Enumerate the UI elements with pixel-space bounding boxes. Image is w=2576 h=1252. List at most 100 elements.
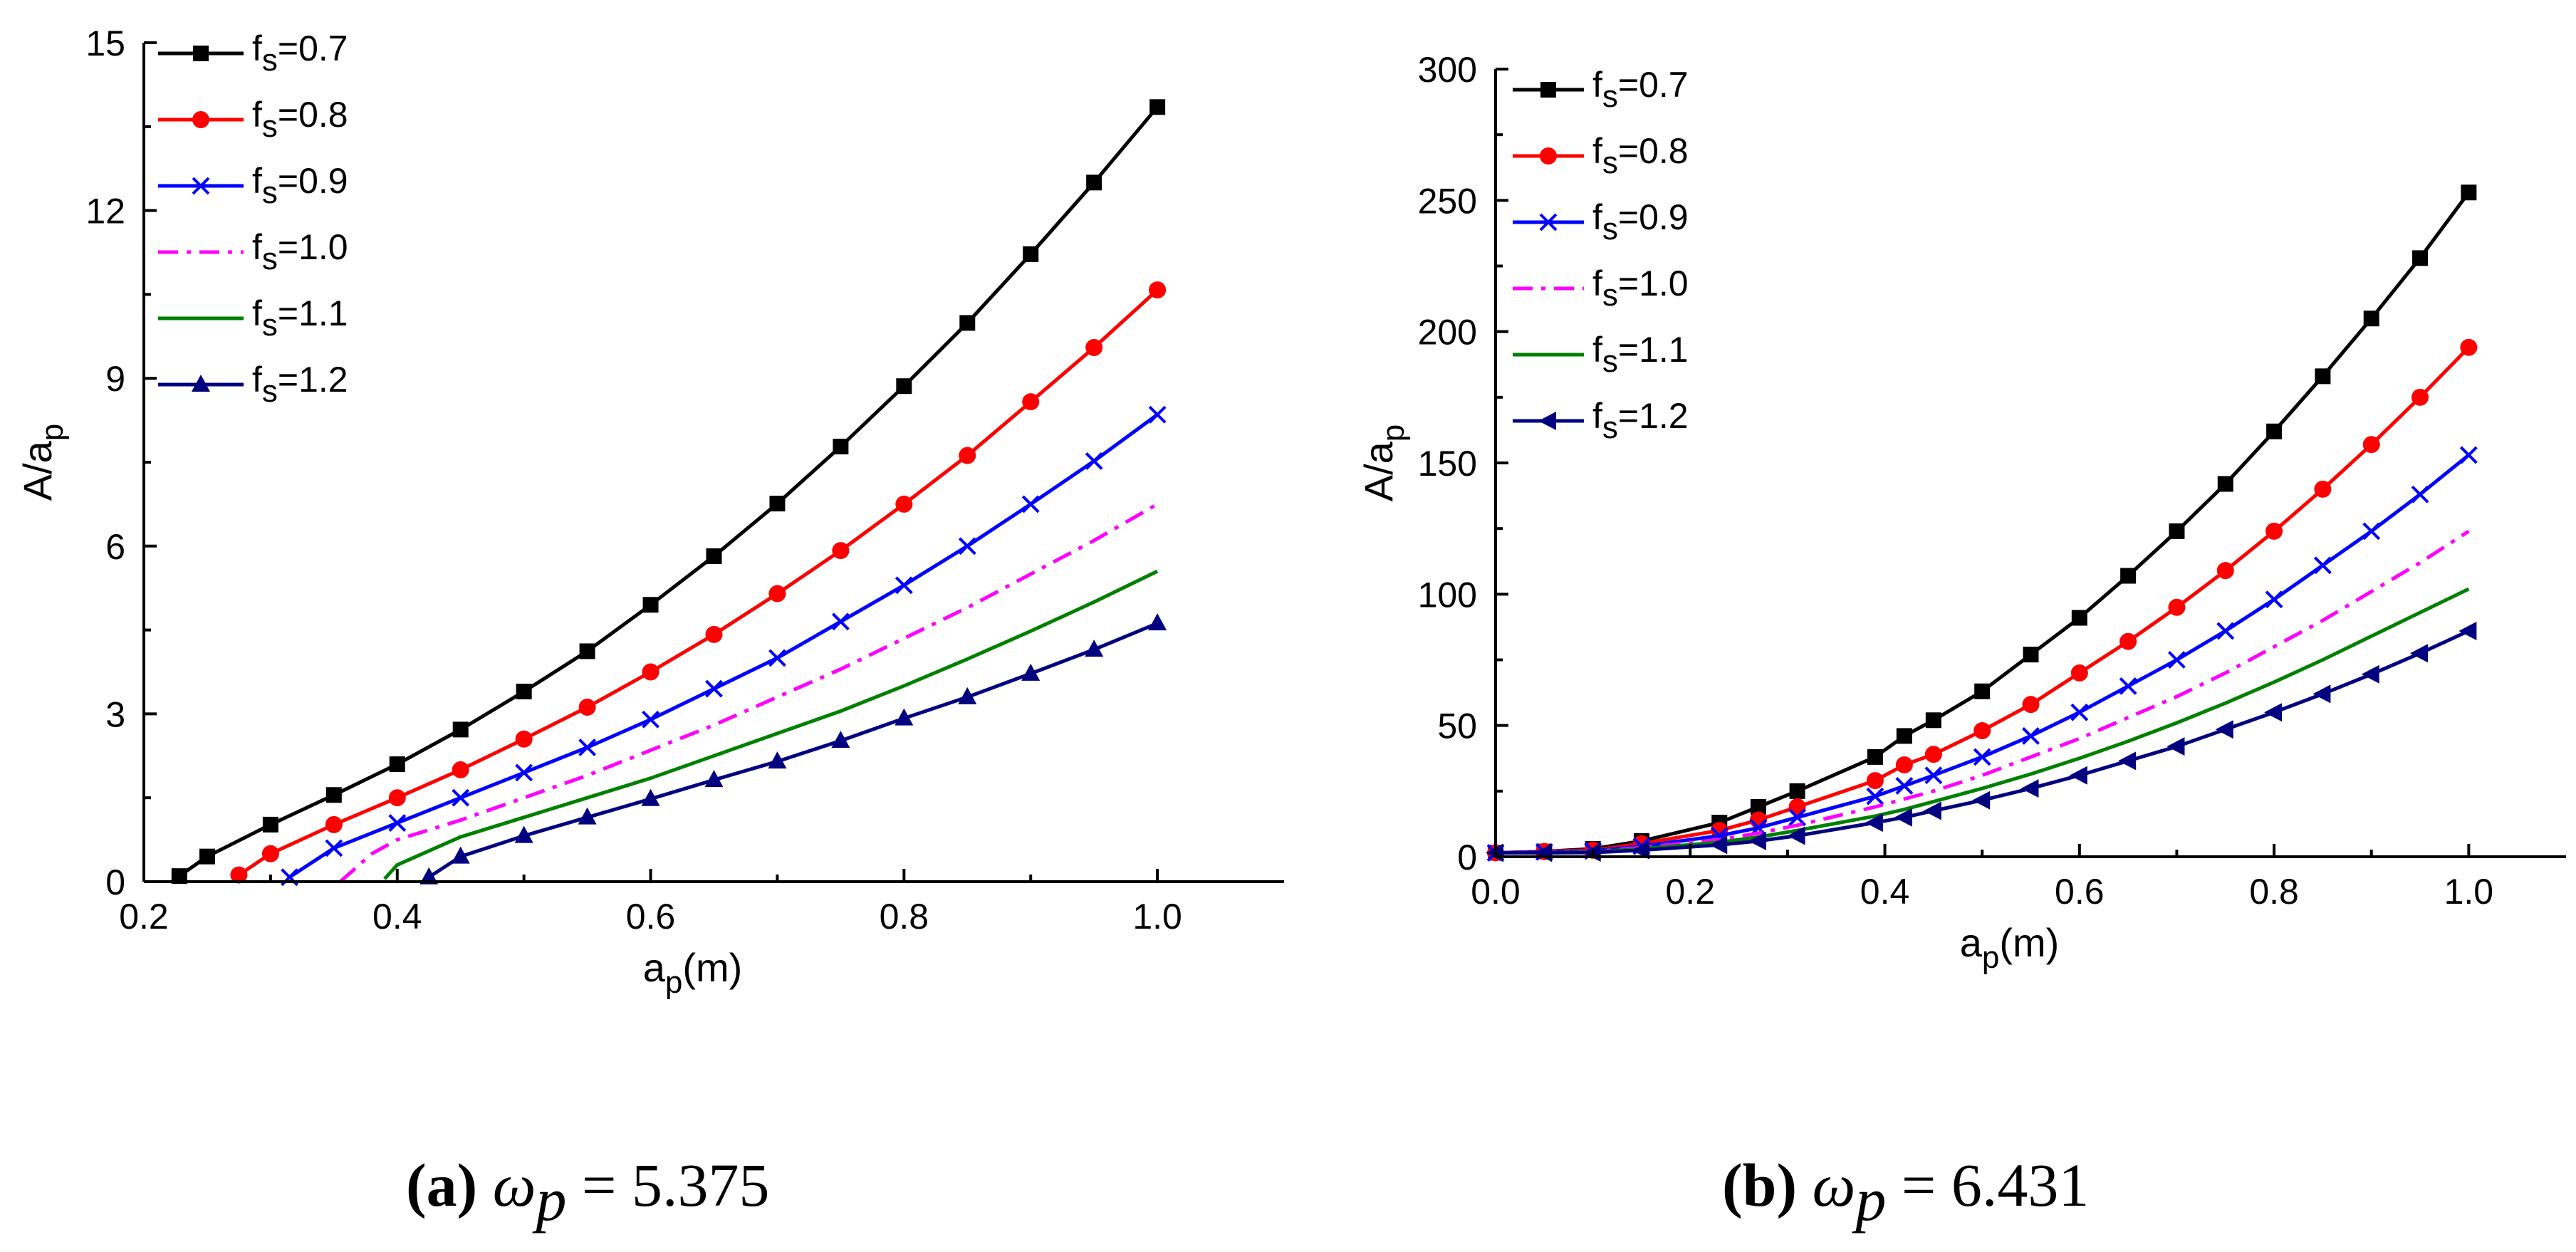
data-point <box>578 807 597 825</box>
legend-item: fs=1.0 <box>1513 264 1689 313</box>
data-point <box>641 788 660 806</box>
data-point <box>704 770 724 788</box>
series-line <box>1496 587 2470 855</box>
y-tick-label: 6 <box>105 527 125 567</box>
legend-item: fs=1.1 <box>158 293 348 343</box>
legend-marker <box>1540 147 1557 165</box>
data-point <box>2265 522 2283 540</box>
y-tick-label: 50 <box>1437 706 1477 746</box>
data-point <box>2069 766 2087 785</box>
y-tick-label: 3 <box>105 694 125 734</box>
data-point <box>1021 663 1041 681</box>
data-point <box>230 866 248 884</box>
data-point <box>2071 610 2087 626</box>
data-point <box>325 839 343 857</box>
data-point <box>262 816 278 833</box>
x-tick-label: 0.2 <box>119 897 169 937</box>
data-point <box>1894 808 1912 827</box>
data-point <box>1149 99 1166 115</box>
data-point <box>1750 798 1766 815</box>
y-tick-label: 0 <box>105 862 125 902</box>
y-tick-label: 250 <box>1418 181 1477 221</box>
legend-item: fs=0.8 <box>1513 131 1689 180</box>
data-point <box>1787 826 1805 845</box>
legend-item: fs=0.9 <box>1513 197 1689 246</box>
data-point <box>832 542 850 560</box>
series-a-3 <box>339 502 1159 883</box>
data-point <box>2265 590 2283 609</box>
data-point <box>2022 696 2040 714</box>
series-a-2 <box>281 405 1167 887</box>
data-point <box>171 868 187 885</box>
legend-marker <box>192 177 210 195</box>
data-point <box>705 679 723 698</box>
y-tick-label: 150 <box>1418 444 1477 484</box>
data-point <box>895 708 914 726</box>
data-point <box>515 763 533 782</box>
series-b-4 <box>1496 587 2470 855</box>
data-point <box>642 663 659 681</box>
legend-label: fs=1.1 <box>252 293 348 343</box>
data-point <box>2460 338 2478 356</box>
data-point <box>768 649 786 667</box>
data-point <box>1895 777 1914 795</box>
data-point <box>451 846 470 864</box>
data-point <box>1085 640 1104 657</box>
legend-marker <box>192 111 209 128</box>
data-point <box>1789 783 1805 799</box>
series-line <box>427 621 1159 879</box>
data-point <box>2312 684 2331 704</box>
data-point <box>2119 632 2137 650</box>
data-point <box>642 710 659 729</box>
data-point <box>2410 644 2429 663</box>
legend-label: fs=0.9 <box>1592 197 1689 246</box>
x-axis-title: ap(m) <box>1960 920 2060 975</box>
data-point <box>419 867 439 885</box>
data-point <box>389 756 405 773</box>
data-point <box>2022 726 2040 745</box>
data-point <box>1086 174 1102 191</box>
series-line <box>238 288 1159 877</box>
data-point <box>1022 393 1040 411</box>
data-point <box>1866 772 1884 790</box>
x-tick-label: 0.8 <box>880 897 929 937</box>
legend-item: fs=0.9 <box>158 161 348 210</box>
legend-item: fs=1.2 <box>1513 396 1689 445</box>
data-point <box>895 576 913 595</box>
series-b-5 <box>1486 621 2477 862</box>
data-point <box>325 815 343 833</box>
data-point <box>2362 436 2380 454</box>
data-point <box>1748 831 1766 850</box>
data-point <box>959 315 976 331</box>
legend-label: fs=1.2 <box>252 360 348 409</box>
legend-label: fs=0.8 <box>1592 131 1689 180</box>
data-point <box>958 537 976 555</box>
data-point <box>2315 368 2331 385</box>
data-point <box>2216 622 2235 640</box>
series-line <box>1496 629 2470 855</box>
data-point <box>958 687 977 704</box>
legend-marker <box>1540 82 1556 98</box>
data-point <box>1867 748 1883 765</box>
data-point <box>1973 722 1991 740</box>
legend-item: fs=1.1 <box>1513 330 1689 379</box>
series-a-0 <box>171 99 1166 885</box>
legend-marker <box>193 46 209 61</box>
data-point <box>1709 835 1728 855</box>
data-point <box>2118 751 2137 771</box>
series-a-1 <box>230 281 1167 884</box>
data-point <box>452 761 469 778</box>
data-point <box>2459 446 2478 464</box>
data-point <box>1974 683 1991 699</box>
data-point <box>2119 677 2137 695</box>
legend-marker <box>1538 412 1556 430</box>
data-point <box>1023 246 1039 262</box>
panel-caption: (b) ωp = 6.431 <box>1722 1151 2089 1233</box>
data-point <box>578 739 597 756</box>
data-point <box>516 683 532 699</box>
data-point <box>2217 476 2233 492</box>
data-point <box>261 845 279 862</box>
data-point <box>2411 388 2429 406</box>
y-tick-label: 200 <box>1418 313 1477 353</box>
